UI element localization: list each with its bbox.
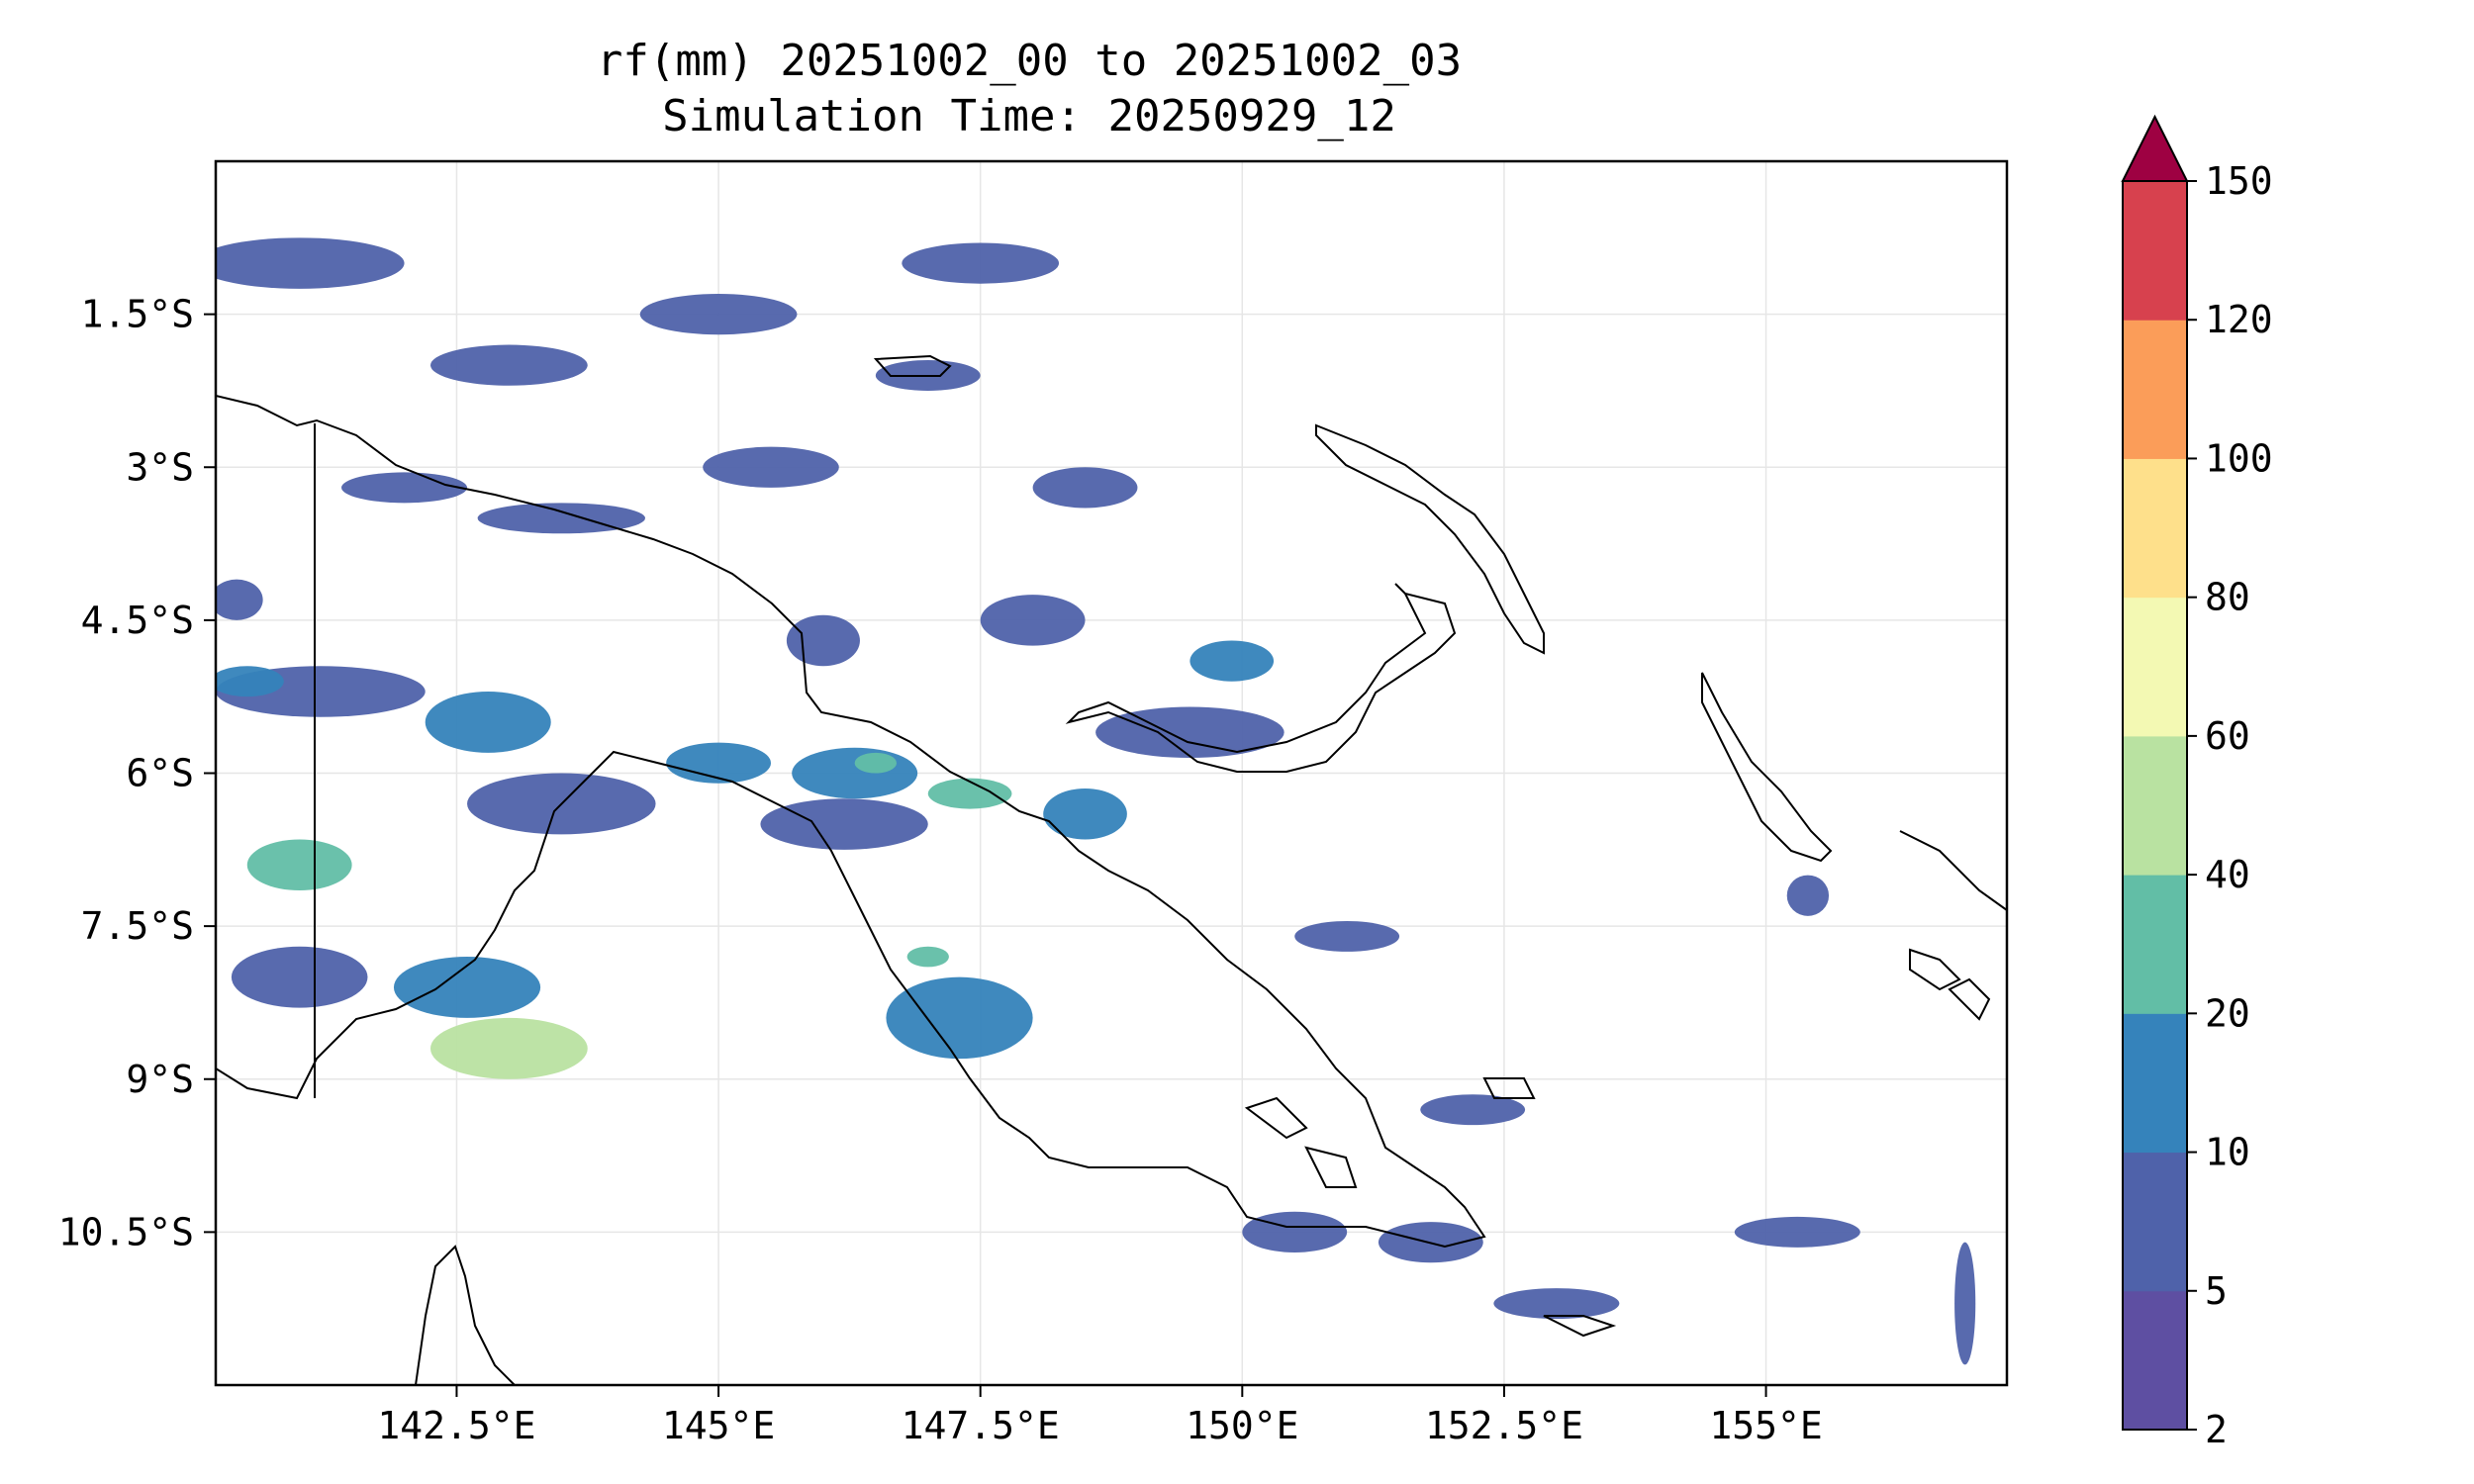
y-tick-label-6: 10.5°S — [58, 1210, 194, 1253]
rain-cell-30 — [1493, 1288, 1620, 1319]
rain-cell-13 — [1095, 706, 1285, 759]
manus-coastline — [873, 354, 952, 377]
rain-cell-8 — [760, 798, 928, 850]
x-axis-ticks: 142.5°E 145°E 147.5°E 150°E 152.5°E 155°E — [377, 1385, 1823, 1447]
colorbar-label-4: 40 — [2205, 853, 2250, 896]
rain-cell-35 — [1420, 1094, 1526, 1126]
colorbar-label-5: 60 — [2205, 714, 2250, 758]
y-tick-label-1: 3°S — [126, 445, 194, 489]
rain-cell-9 — [429, 1017, 588, 1079]
rain-cell-37 — [216, 666, 284, 697]
colorbar-label-1: 5 — [2205, 1269, 2228, 1313]
rain-cell-31 — [1734, 1216, 1860, 1248]
y-tick-label-0: 1.5°S — [81, 293, 194, 336]
chart-title: rf(mm) 20251002_00 to 20251002_03 — [596, 36, 1463, 86]
colorbar-label-6: 80 — [2205, 576, 2250, 619]
colorbar-frame — [2122, 180, 2188, 1431]
rain-cell-17 — [786, 614, 860, 667]
rain-cell-10 — [393, 957, 541, 1018]
y-tick-label-5: 9°S — [126, 1058, 194, 1101]
x-tick-label-0: 142.5°E — [377, 1404, 535, 1447]
rain-cell-15 — [1043, 788, 1127, 840]
new-britain-coastline — [1065, 583, 1457, 773]
colorbar-segment-4 — [2123, 735, 2187, 876]
x-tick-label-4: 152.5°E — [1425, 1404, 1583, 1447]
y-tick-label-3: 6°S — [126, 752, 194, 795]
colorbar-label-0: 2 — [2205, 1408, 2228, 1451]
rain-cell-23 — [216, 237, 405, 289]
colorbar-extend-arrow — [2121, 114, 2189, 182]
colorbar-label-2: 10 — [2205, 1131, 2250, 1174]
colorbar-segment-2 — [2123, 1013, 2187, 1154]
rainfall-field — [216, 237, 1976, 1365]
rain-cell-20 — [341, 472, 468, 504]
cape-york-coastline — [415, 1245, 516, 1385]
colorbar-label-8: 120 — [2205, 298, 2273, 341]
rain-cell-16 — [980, 595, 1086, 646]
colorbar-segment-6 — [2123, 458, 2187, 599]
rain-cell-6 — [854, 752, 898, 774]
x-tick-label-2: 147.5°E — [902, 1404, 1060, 1447]
rain-cell-34 — [1294, 920, 1400, 952]
y-axis-ticks: 1.5°S 3°S 4.5°S 6°S 7.5°S 9°S 10.5°S — [58, 293, 216, 1253]
colorbar-segment-8 — [2123, 181, 2187, 321]
bougainville-coastline — [1701, 672, 1833, 863]
colorbar-segment-0 — [2123, 1290, 2187, 1431]
rain-cell-4 — [666, 742, 771, 784]
rain-cell-7 — [927, 778, 1012, 809]
chart-subtitle: Simulation Time: 20250929_12 — [662, 91, 1396, 141]
x-tick-label-5: 155°E — [1709, 1404, 1822, 1447]
new-guinea-coastline — [216, 395, 1486, 1249]
rain-cell-12 — [906, 946, 949, 968]
dentrecasteaux-coastline — [1244, 1077, 1617, 1338]
rain-cell-28 — [1242, 1211, 1348, 1252]
rain-cell-36 — [216, 579, 263, 620]
rain-cell-32 — [1954, 1242, 1976, 1365]
rain-cell-27 — [703, 446, 839, 488]
coastlines — [216, 354, 2007, 1385]
gridlines — [216, 161, 2007, 1385]
colorbar-segment-5 — [2123, 597, 2187, 737]
rain-cell-19 — [477, 503, 645, 534]
rain-cell-5 — [792, 747, 918, 799]
colorbar: 2 5 10 20 40 60 80 100 120 150 — [2121, 114, 2273, 1451]
rain-cell-14 — [1189, 640, 1275, 682]
rain-cell-24 — [429, 344, 588, 386]
x-tick-label-3: 150°E — [1186, 1404, 1298, 1447]
colorbar-segment-7 — [2123, 320, 2187, 459]
rain-cell-25 — [639, 294, 798, 335]
rain-cell-33 — [1786, 875, 1830, 916]
colorbar-label-9: 150 — [2205, 159, 2273, 203]
rain-cell-26 — [1032, 467, 1138, 509]
colorbar-label-3: 20 — [2205, 991, 2250, 1035]
solomon-coastline — [1899, 830, 2007, 1021]
rain-cell-22 — [902, 242, 1060, 284]
y-tick-label-2: 4.5°S — [81, 599, 194, 642]
colorbar-label-7: 100 — [2205, 436, 2273, 480]
rain-cell-18 — [231, 946, 368, 1008]
new-ireland-coastline — [1315, 423, 1545, 655]
rain-cell-0 — [246, 839, 352, 891]
colorbar-segment-3 — [2123, 875, 2187, 1014]
rain-cell-11 — [886, 976, 1033, 1060]
y-tick-label-4: 7.5°S — [81, 904, 194, 948]
colorbar-segment-1 — [2123, 1152, 2187, 1292]
rain-cell-2 — [425, 692, 551, 753]
x-tick-label-1: 145°E — [662, 1404, 775, 1447]
